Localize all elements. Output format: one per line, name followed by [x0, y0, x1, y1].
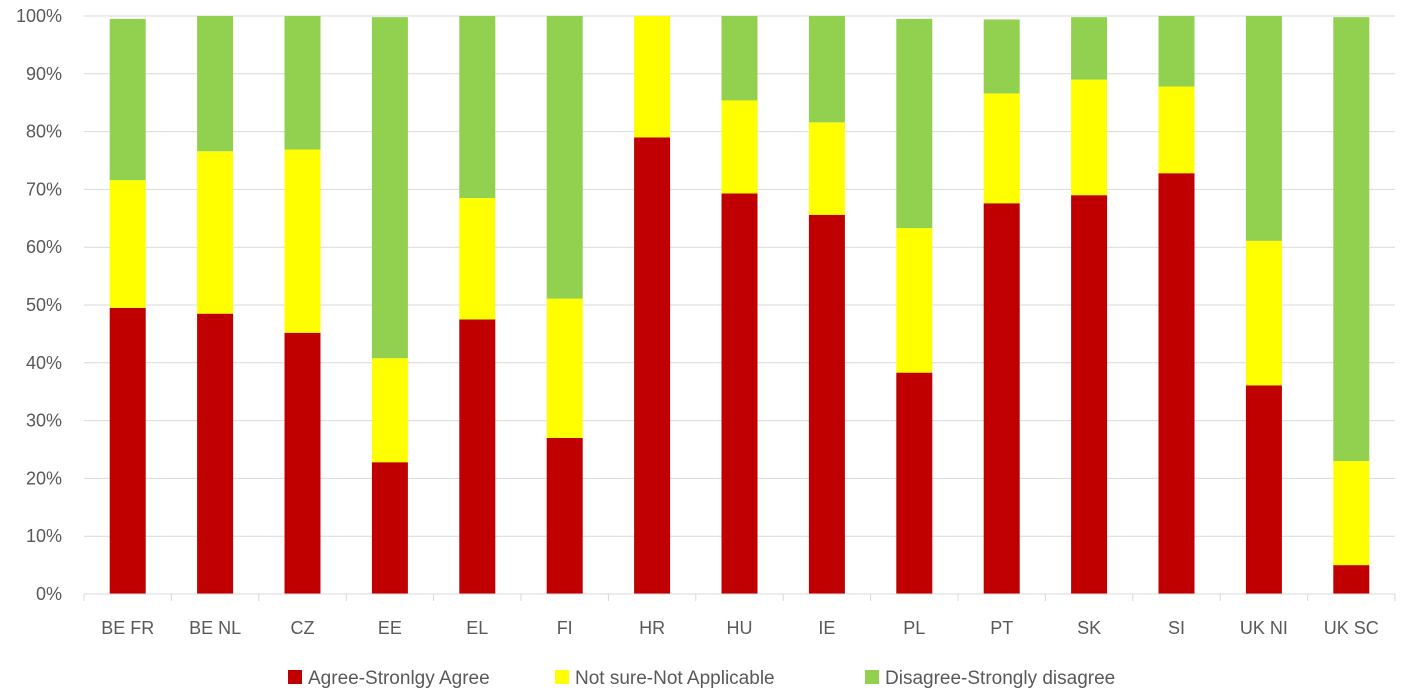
bars — [109, 16, 1370, 594]
bar-segment — [721, 193, 758, 594]
bar-segment — [371, 17, 408, 359]
bar-segment — [197, 313, 234, 594]
y-tick-label: 100% — [16, 6, 62, 26]
bar-segment — [721, 16, 758, 101]
bar-segment — [546, 298, 583, 438]
bar-segment — [983, 19, 1020, 94]
bar-segment — [896, 228, 933, 373]
bar-segment — [109, 180, 146, 308]
bar-segment — [371, 462, 408, 594]
x-tick-label: EL — [466, 618, 488, 638]
x-tick-label: PL — [903, 618, 925, 638]
x-axis — [83, 593, 1396, 601]
bar-segment — [983, 203, 1020, 594]
x-tick-label: FI — [557, 618, 573, 638]
bar-segment — [1071, 17, 1108, 80]
bar-segment — [1245, 240, 1282, 386]
bar-segment — [808, 16, 845, 123]
legend-label: Agree-Stronlgy Agree — [308, 668, 490, 689]
bar-segment — [109, 307, 146, 594]
bar-segment — [1071, 195, 1108, 594]
legend-swatch — [555, 670, 569, 684]
legend-swatch — [288, 670, 302, 684]
bar-segment — [1245, 16, 1282, 241]
bar-segment — [1245, 385, 1282, 594]
legend-label: Disagree-Strongly disagree — [885, 668, 1115, 689]
bar-segment — [197, 151, 234, 314]
y-tick-label: 0% — [36, 584, 62, 604]
bar-segment — [808, 122, 845, 215]
y-tick-label: 90% — [26, 64, 62, 84]
x-tick-label: SI — [1168, 618, 1185, 638]
bar-segment — [1158, 16, 1195, 87]
bar-segment — [721, 100, 758, 194]
y-axis-tick-labels: 0% 10% 20% 30% 40% 50% 60% 70% 80% 90% 100% — [16, 6, 62, 604]
bar-segment — [459, 16, 496, 199]
bar-segment — [983, 93, 1020, 204]
bar-segment — [197, 16, 234, 152]
bar-segment — [1158, 173, 1195, 594]
x-tick-label: CZ — [291, 618, 315, 638]
y-tick-label: 60% — [26, 237, 62, 257]
bar-segment — [1333, 565, 1370, 594]
y-tick-label: 80% — [26, 122, 62, 142]
x-tick-label: PT — [990, 618, 1013, 638]
y-tick-label: 30% — [26, 411, 62, 431]
y-tick-label: 10% — [26, 526, 62, 546]
legend: Agree-Stronlgy Agree Not sure-Not Applica… — [288, 668, 1115, 689]
bar-segment — [109, 18, 146, 181]
x-tick-label: UK SC — [1324, 618, 1379, 638]
y-tick-label: 50% — [26, 295, 62, 315]
bar-segment — [546, 16, 583, 299]
bar-segment — [896, 372, 933, 594]
bar-segment — [546, 437, 583, 594]
bar-segment — [808, 214, 845, 594]
bar-segment — [896, 18, 933, 229]
x-tick-label: UK NI — [1240, 618, 1288, 638]
x-tick-label: BE FR — [101, 618, 154, 638]
bar-segment — [1071, 79, 1108, 196]
bar-segment — [459, 319, 496, 594]
bar-segment — [1333, 461, 1370, 566]
bar-segment — [371, 358, 408, 463]
bar-segment — [634, 16, 671, 138]
x-tick-label: HR — [639, 618, 665, 638]
legend-label: Not sure-Not Applicable — [575, 668, 775, 689]
legend-swatch — [865, 670, 879, 684]
x-tick-label: BE NL — [189, 618, 241, 638]
bar-segment — [1158, 86, 1195, 174]
y-tick-label: 70% — [26, 179, 62, 199]
bar-segment — [459, 198, 496, 320]
bar-segment — [634, 137, 671, 594]
y-tick-label: 40% — [26, 353, 62, 373]
x-tick-label: EE — [378, 618, 402, 638]
bar-segment — [1333, 17, 1370, 462]
x-tick-label: HU — [727, 618, 753, 638]
bar-segment — [284, 16, 321, 150]
bar-segment — [284, 149, 321, 333]
x-tick-label: IE — [818, 618, 835, 638]
x-tick-label: SK — [1077, 618, 1101, 638]
x-axis-tick-labels: BE FR BE NL CZ EE EL FI HR HU IE PL PT SK SI UK NI UK … — [101, 618, 1379, 638]
y-tick-label: 20% — [26, 468, 62, 488]
bar-segment — [284, 332, 321, 594]
